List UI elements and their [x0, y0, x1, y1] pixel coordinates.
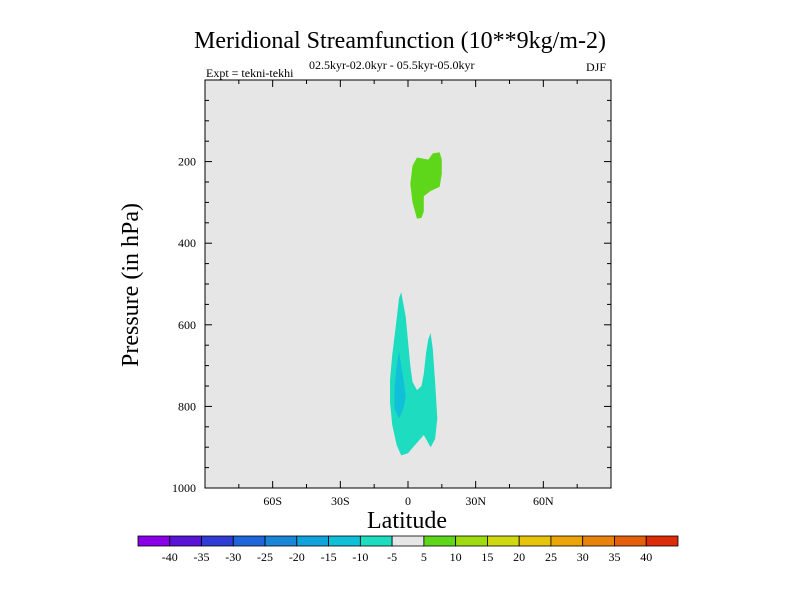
x-axis-title: Latitude — [367, 508, 447, 534]
period-label: 02.5kyr-02.0kyr - 05.5kyr-05.0kyr — [309, 58, 475, 72]
colorbar-label: -20 — [289, 550, 305, 564]
y-tick-label: 600 — [178, 318, 196, 332]
colorbar-label: -15 — [321, 550, 337, 564]
experiment-label: Expt = tekni-tekhi — [206, 66, 294, 80]
colorbar-swatch — [487, 535, 520, 547]
colorbar-swatch — [582, 535, 615, 547]
contour-region-negative-lower-inner — [394, 351, 406, 419]
colorbar-label: -10 — [352, 550, 368, 564]
colorbar-label: 25 — [545, 550, 557, 564]
colorbar-swatch — [455, 535, 488, 547]
colorbar-label: 35 — [608, 550, 620, 564]
y-tick-label: 200 — [178, 155, 196, 169]
colorbar-swatch — [391, 535, 425, 547]
x-tick-label: 60S — [263, 494, 282, 508]
x-tick-label: 60N — [533, 494, 554, 508]
colorbar-label: -5 — [387, 550, 397, 564]
colorbar: -40 -35 -30 -25 -20 -15 -10 -5 5 10 15 20 25 30 35 40 — [137, 535, 679, 564]
colorbar-swatch — [232, 535, 266, 547]
colorbar-swatch — [264, 535, 298, 547]
colorbar-swatch — [359, 535, 393, 547]
contour-regions — [390, 152, 442, 456]
colorbar-label: 40 — [640, 550, 652, 564]
colorbar-label: 15 — [481, 550, 493, 564]
y-tick-label: 800 — [178, 399, 196, 413]
colorbar-swatch — [328, 535, 361, 547]
colorbar-label: -30 — [225, 550, 241, 564]
colorbar-swatch — [201, 535, 234, 547]
y-tick-label: 400 — [178, 236, 196, 250]
chart-title: Meridional Streamfunction (10**9kg/m-2) — [194, 28, 606, 54]
colorbar-label: 5 — [421, 550, 427, 564]
y-tick-label: 1000 — [172, 481, 196, 495]
x-tick-label: 30S — [331, 494, 350, 508]
colorbar-label: 10 — [450, 550, 462, 564]
x-tick-label: 0 — [405, 494, 411, 508]
colorbar-swatch — [423, 535, 457, 547]
colorbar-swatch — [614, 535, 647, 547]
axis-ticks: 60S 30S 0 30N 60N 200 400 600 800 1000 — [172, 80, 611, 508]
contour-region-negative-lower-outer — [390, 292, 438, 456]
season-label: DJF — [586, 60, 607, 74]
colorbar-swatch — [169, 535, 202, 547]
colorbar-label: -35 — [194, 550, 210, 564]
colorbar-label: 30 — [577, 550, 589, 564]
colorbar-swatch — [645, 535, 679, 547]
colorbar-swatch — [518, 535, 552, 547]
x-tick-label: 30N — [465, 494, 486, 508]
colorbar-label: 20 — [513, 550, 525, 564]
colorbar-swatch — [296, 535, 329, 547]
colorbar-swatch — [137, 535, 171, 547]
colorbar-swatch — [550, 535, 584, 547]
y-axis-title: Pressure (in hPa) — [118, 203, 144, 367]
colorbar-label: -40 — [162, 550, 178, 564]
colorbar-label: -25 — [257, 550, 273, 564]
contour-region-positive-upper — [410, 152, 442, 219]
